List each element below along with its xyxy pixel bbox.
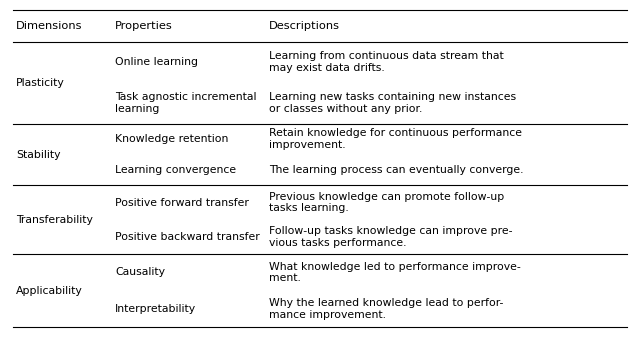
Text: Descriptions: Descriptions	[269, 21, 340, 31]
Text: Retain knowledge for continuous performance
improvement.: Retain knowledge for continuous performa…	[269, 128, 522, 150]
Text: Learning new tasks containing new instances
or classes without any prior.: Learning new tasks containing new instan…	[269, 92, 516, 114]
Text: The learning process can eventually converge.: The learning process can eventually conv…	[269, 165, 524, 175]
Text: Transferability: Transferability	[16, 215, 93, 225]
Text: Applicability: Applicability	[16, 285, 83, 296]
Text: Why the learned knowledge lead to perfor-
mance improvement.: Why the learned knowledge lead to perfor…	[269, 298, 503, 319]
Text: Stability: Stability	[16, 150, 61, 159]
Text: Properties: Properties	[115, 21, 173, 31]
Text: Follow-up tasks knowledge can improve pre-
vious tasks performance.: Follow-up tasks knowledge can improve pr…	[269, 226, 512, 248]
Text: Interpretability: Interpretability	[115, 304, 196, 314]
Text: What knowledge led to performance improve-
ment.: What knowledge led to performance improv…	[269, 262, 520, 283]
Text: Knowledge retention: Knowledge retention	[115, 134, 228, 144]
Text: Plasticity: Plasticity	[16, 78, 65, 88]
Text: Previous knowledge can promote follow-up
tasks learning.: Previous knowledge can promote follow-up…	[269, 192, 504, 213]
Text: Task agnostic incremental
learning: Task agnostic incremental learning	[115, 92, 257, 114]
Text: Learning convergence: Learning convergence	[115, 165, 236, 175]
Text: Online learning: Online learning	[115, 57, 198, 67]
Text: Causality: Causality	[115, 267, 165, 277]
Text: Positive backward transfer: Positive backward transfer	[115, 232, 260, 242]
Text: Positive forward transfer: Positive forward transfer	[115, 197, 249, 208]
Text: Learning from continuous data stream that
may exist data drifts.: Learning from continuous data stream tha…	[269, 52, 504, 73]
Text: Dimensions: Dimensions	[16, 21, 83, 31]
